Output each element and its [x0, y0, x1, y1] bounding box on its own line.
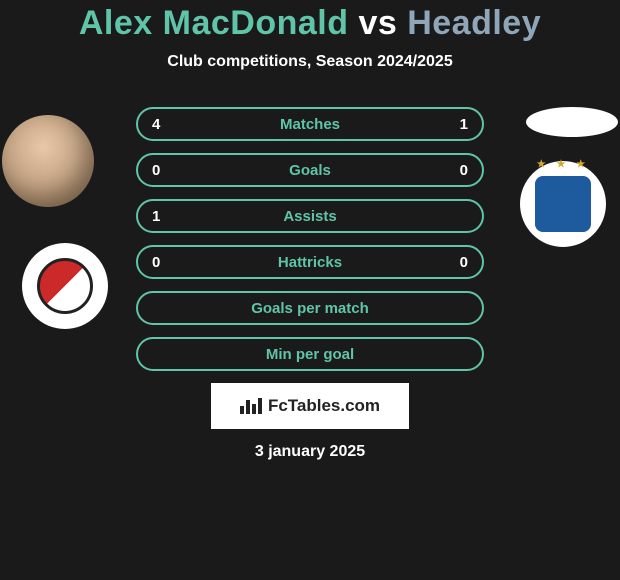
fctables-branding: FcTables.com: [211, 383, 409, 429]
stat-right-value: 1: [428, 116, 468, 133]
player2-club-crest: [520, 161, 606, 247]
page-title: Alex MacDonald vs Headley: [0, 4, 620, 43]
stat-left-value: 0: [152, 254, 192, 271]
subtitle: Club competitions, Season 2024/2025: [0, 53, 620, 71]
stat-label: Min per goal: [192, 346, 428, 363]
chart-bars-icon: [240, 398, 262, 414]
stat-right-value: 0: [428, 254, 468, 271]
stat-left-value: 4: [152, 116, 192, 133]
title-player2: Headley: [407, 4, 541, 42]
stat-label: Hattricks: [192, 254, 428, 271]
stats-list: 4 Matches 1 0 Goals 0 1 Assists 0 Hattri…: [136, 107, 484, 461]
branding-text: FcTables.com: [268, 396, 380, 416]
stat-right-value: 0: [428, 162, 468, 179]
stat-left-value: 0: [152, 162, 192, 179]
date-label: 3 january 2025: [136, 443, 484, 461]
stat-row-assists: 1 Assists: [136, 199, 484, 233]
title-vs: vs: [358, 4, 397, 42]
title-player1: Alex MacDonald: [79, 4, 349, 42]
stat-label: Assists: [192, 208, 428, 225]
player1-avatar: [2, 115, 94, 207]
stat-label: Goals: [192, 162, 428, 179]
comparison-panel: 4 Matches 1 0 Goals 0 1 Assists 0 Hattri…: [0, 107, 620, 487]
stat-row-goals: 0 Goals 0: [136, 153, 484, 187]
stat-row-hattricks: 0 Hattricks 0: [136, 245, 484, 279]
stat-row-min-per-goal: Min per goal: [136, 337, 484, 371]
stat-label: Matches: [192, 116, 428, 133]
stat-left-value: 1: [152, 208, 192, 225]
stat-row-goals-per-match: Goals per match: [136, 291, 484, 325]
player2-avatar: [526, 107, 618, 137]
stat-label: Goals per match: [192, 300, 428, 317]
stat-row-matches: 4 Matches 1: [136, 107, 484, 141]
player1-club-crest: [22, 243, 108, 329]
